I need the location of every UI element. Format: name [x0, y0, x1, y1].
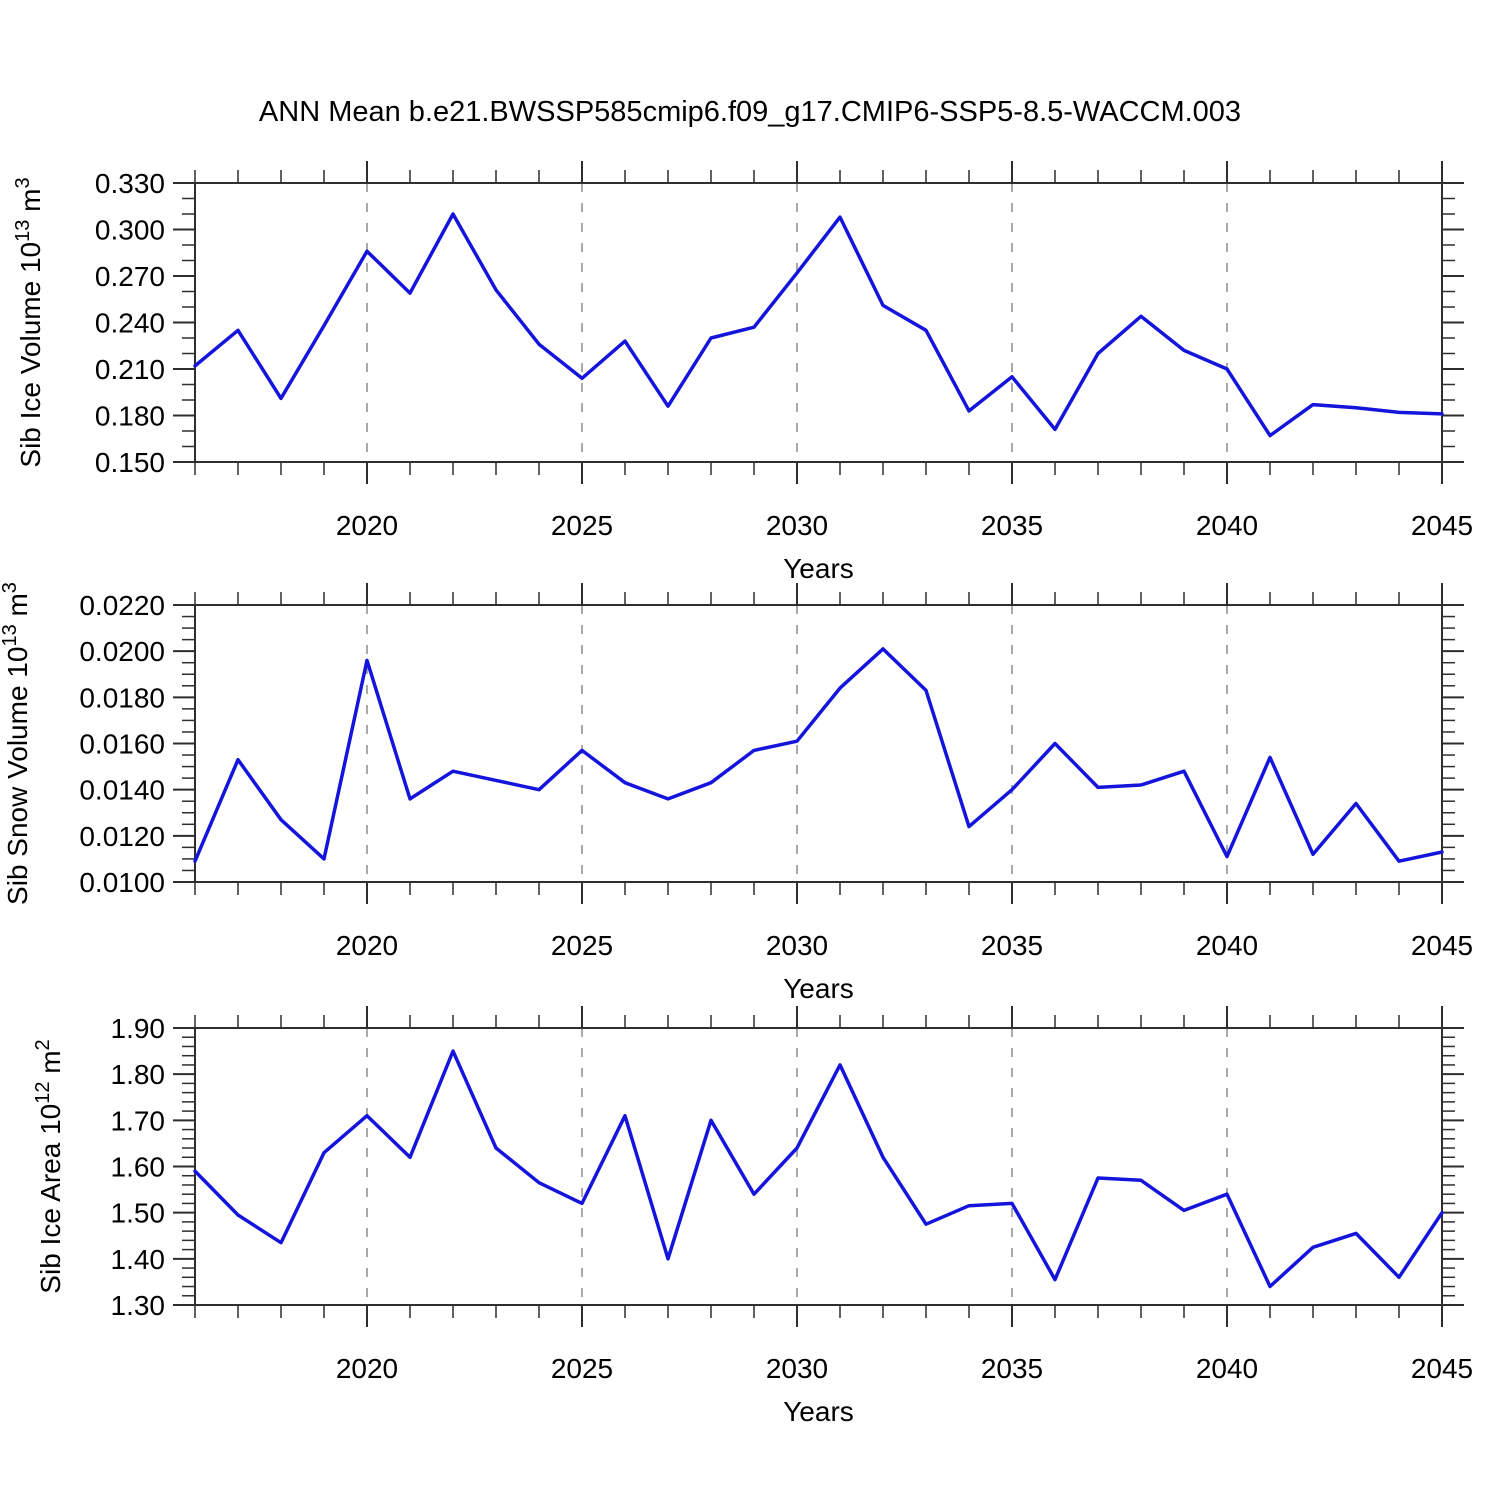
x-axis-title: Years	[783, 1396, 854, 1427]
plot-frame	[194, 604, 1443, 883]
y-tick-label: 0.0120	[79, 821, 165, 852]
panel-sib-snow-volume: 2020 2025 2030 2035 2040 2045 0.0100 0.0120 0.01…	[0, 582, 1473, 1004]
y-tick-label: 1.50	[111, 1198, 166, 1229]
x-tick-label: 2025	[551, 930, 613, 961]
y-tick-label: 0.0200	[79, 636, 165, 667]
x-tick-label: 2030	[766, 930, 828, 961]
x-tick-label: 2020	[336, 510, 398, 541]
y-tick-label: 0.300	[95, 215, 165, 246]
x-tick-label: 2030	[766, 1353, 828, 1384]
x-tick-label: 2045	[1411, 510, 1473, 541]
x-tick-label: 2035	[981, 1353, 1043, 1384]
plot-frame	[194, 1027, 1443, 1306]
plot-frame	[194, 182, 1443, 463]
chart-title: ANN Mean b.e21.BWSSP585cmip6.f09_g17.CMI…	[258, 96, 1242, 128]
y-tick-label: 0.330	[95, 168, 165, 199]
x-tick-label: 2025	[551, 510, 613, 541]
x-tick-label: 2045	[1411, 1353, 1473, 1384]
y-tick-label: 0.0220	[79, 590, 165, 621]
x-axis-title: Years	[783, 553, 854, 584]
y-axis-title: Sib Snow Volume 1013 m3	[0, 582, 33, 905]
x-tick-label: 2035	[981, 510, 1043, 541]
data-line-sib-ice-area	[193, 1049, 1444, 1289]
x-tick-label: 2025	[551, 1353, 613, 1384]
y-tick-label: 0.0160	[79, 729, 165, 760]
x-tick-label: 2045	[1411, 930, 1473, 961]
y-tick-label: 1.70	[111, 1105, 166, 1136]
x-tick-label: 2040	[1196, 510, 1258, 541]
x-tick-label: 2020	[336, 930, 398, 961]
x-tick-label: 2040	[1196, 1353, 1258, 1384]
y-tick-label: 0.240	[95, 308, 165, 339]
y-tick-label: 0.270	[95, 261, 165, 292]
y-tick-label: 0.0100	[79, 867, 165, 898]
y-axis-title: Sib Ice Volume 1013 m3	[12, 177, 46, 467]
y-axis-title: Sib Ice Area 1012 m2	[32, 1039, 66, 1293]
x-axis-title: Years	[783, 973, 854, 1004]
panel-sib-ice-volume: 2020 2025 2030 2035 2040 2045 0.150 0.180 0.210 0…	[12, 161, 1473, 584]
y-tick-label: 0.210	[95, 354, 165, 385]
x-tick-label: 2030	[766, 510, 828, 541]
x-tick-label: 2040	[1196, 930, 1258, 961]
x-tick-label: 2035	[981, 930, 1043, 961]
y-tick-label: 1.30	[111, 1290, 166, 1321]
panel-sib-ice-area: 2020 2025 2030 2035 2040 2045 1.30 1.40 1.50 1.60…	[32, 1006, 1473, 1427]
y-tick-label: 0.150	[95, 447, 165, 478]
y-tick-label: 1.40	[111, 1244, 166, 1275]
y-tick-label: 1.90	[111, 1013, 166, 1044]
data-line-sib-snow-volume	[193, 647, 1444, 863]
y-tick-label: 0.0140	[79, 775, 165, 806]
x-tick-label: 2020	[336, 1353, 398, 1384]
y-tick-label: 0.0180	[79, 682, 165, 713]
y-tick-label: 1.80	[111, 1059, 166, 1090]
data-line-sib-ice-volume	[193, 212, 1444, 438]
y-tick-label: 1.60	[111, 1152, 166, 1183]
y-tick-label: 0.180	[95, 401, 165, 432]
